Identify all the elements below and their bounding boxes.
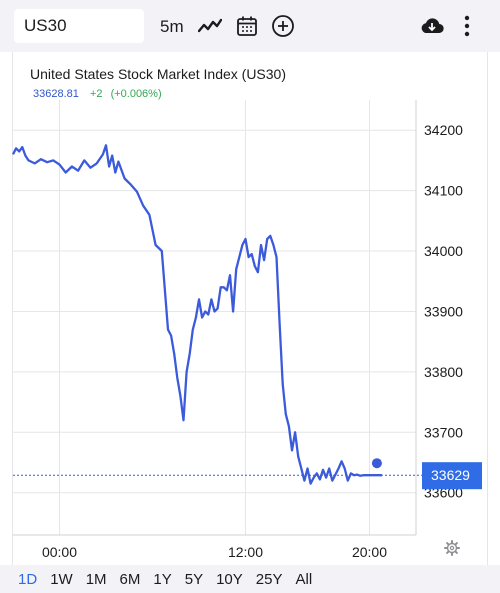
interval-selector[interactable]: 5m	[160, 17, 184, 36]
gear-icon[interactable]	[444, 540, 460, 556]
timeframe-10y[interactable]: 10Y	[216, 570, 243, 588]
y-tick-label: 34200	[424, 122, 463, 138]
x-tick-label: 00:00	[42, 544, 77, 560]
symbol-text: US30	[24, 16, 67, 35]
line-chart-icon[interactable]	[196, 12, 224, 40]
timeframe-5y[interactable]: 5Y	[184, 570, 204, 588]
price-tag	[422, 462, 482, 490]
quote-line: 33628.81 +2 (+0.006%)	[33, 88, 162, 100]
x-tick-label: 20:00	[352, 544, 387, 560]
chart-title: United States Stock Market Index (US30)	[30, 66, 286, 82]
add-circle-icon[interactable]	[269, 12, 297, 40]
symbol-input[interactable]: US30	[14, 9, 144, 43]
y-tick-label: 34000	[424, 243, 463, 259]
top-toolbar: US30 5m	[0, 0, 500, 52]
calendar-icon[interactable]	[233, 12, 261, 40]
price-change: +2	[89, 88, 103, 100]
price-tag-label: 33629	[431, 467, 470, 483]
timeframe-25y[interactable]: 25Y	[255, 570, 283, 588]
timeframe-1y[interactable]: 1Y	[153, 570, 172, 588]
x-tick-label: 12:00	[228, 544, 263, 560]
y-tick-label: 33700	[424, 424, 463, 440]
y-tick-label: 33800	[424, 364, 463, 380]
timeframe-6m[interactable]: 6M	[119, 570, 141, 588]
y-tick-label: 33900	[424, 303, 463, 319]
cloud-download-icon[interactable]	[418, 12, 446, 40]
price-change-pct: (+0.006%)	[110, 88, 162, 100]
last-price: 33628.81	[33, 88, 79, 100]
chart-panel	[12, 52, 488, 565]
y-tick-label: 34100	[424, 183, 463, 199]
more-vertical-icon[interactable]	[453, 12, 481, 40]
timeframe-1m[interactable]: 1M	[85, 570, 107, 588]
timeframe-bar: 1D 1W 1M 6M 1Y 5Y 10Y 25Y All	[0, 565, 500, 593]
timeframe-all[interactable]: All	[295, 570, 313, 588]
timeframe-1w[interactable]: 1W	[50, 570, 73, 588]
price-line	[11, 144, 382, 485]
last-price-dot	[371, 458, 382, 469]
timeframe-1d[interactable]: 1D	[18, 570, 38, 588]
